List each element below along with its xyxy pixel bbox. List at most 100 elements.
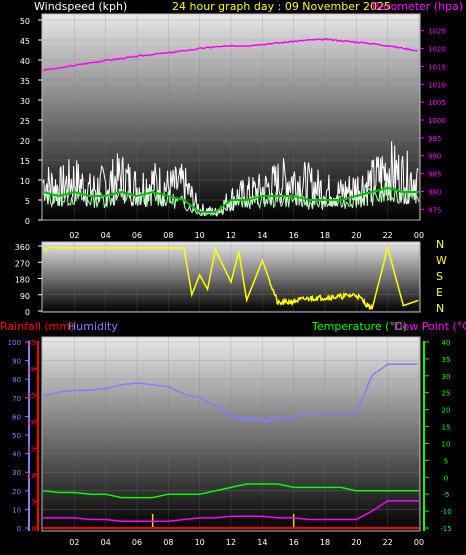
hour-label: 22 (383, 538, 393, 547)
barometer-tick-label: 995 (428, 135, 441, 143)
rainfall-axis-label: Rainfall (mm) (0, 320, 74, 333)
wind-average-line (42, 186, 419, 213)
direction-tick-label: 270 (15, 259, 30, 268)
compass-label: S (436, 270, 443, 283)
humidity-tick-label: 50 (12, 432, 21, 440)
humidity-tick-label: 70 (12, 395, 21, 403)
rainfall-tick-label: 20 (27, 419, 36, 427)
dewpoint-line (43, 500, 419, 522)
windspeed-tick-label: 5 (25, 197, 30, 206)
hour-label: 02 (69, 538, 79, 547)
chart-title: 24 hour graph day : 09 November 2025 (172, 0, 391, 13)
hour-label: 16 (289, 538, 299, 547)
temperature-tick-label: 25 (442, 390, 451, 398)
temp-humidity-plot-area (41, 336, 421, 532)
windspeed-tick-label: 45 (20, 37, 30, 46)
hour-label: 10 (195, 231, 205, 240)
temperature-tick-label: 15 (442, 424, 451, 432)
temperature-tick-label: -10 (440, 508, 451, 516)
compass-label: N (436, 238, 444, 251)
temperature-tick-label: 30 (442, 373, 451, 381)
barometer-tick-label: 980 (428, 188, 441, 196)
humidity-line (42, 363, 418, 424)
hour-label: 18 (320, 231, 330, 240)
temperature-tick-label: 20 (442, 407, 451, 415)
hour-label: 04 (101, 538, 111, 547)
hour-label: 00 (414, 538, 424, 547)
windspeed-tick-label: 40 (20, 57, 30, 66)
rainfall-tick-label: 15 (27, 445, 36, 453)
humidity-tick-label: 10 (12, 506, 21, 514)
windspeed-tick-label: 20 (20, 137, 30, 146)
hour-label: 18 (320, 538, 330, 547)
humidity-tick-label: 60 (12, 413, 21, 421)
hour-labels-bottom: 02 04 06 08 10 12 14 16 18 20 22 00 (69, 538, 424, 547)
humidity-tick-label: 20 (12, 488, 21, 496)
rainfall-tick-label: 25 (27, 392, 36, 400)
wind-direction-plot-area (41, 241, 421, 313)
wind-direction-line (42, 244, 419, 310)
compass-label: N (436, 302, 444, 315)
temperature-tick-label: -15 (440, 525, 451, 533)
rainfall-tick-label: 5 (32, 498, 36, 506)
hour-label: 16 (289, 231, 299, 240)
temperature-axis-label: Temperature (°C) (311, 320, 407, 333)
humidity-tick-label: 40 (12, 451, 21, 459)
barometer-tick-label: 1005 (428, 99, 446, 107)
wind-baro-series (42, 38, 420, 217)
barometer-tick-label: 1010 (428, 81, 446, 89)
temperature-tick-label: 5 (444, 457, 448, 465)
compass-label: W (436, 254, 447, 267)
hour-label: 06 (132, 538, 142, 547)
windspeed-tick-label: 50 (20, 17, 30, 26)
rainfall-tick-label: 0 (32, 525, 36, 533)
hour-label: 10 (195, 538, 205, 547)
humidity-ticks: 0 10 20 30 40 50 60 70 80 90 100 (8, 339, 29, 533)
hour-label: 22 (383, 231, 393, 240)
temperature-tick-label: 40 (442, 339, 451, 347)
windspeed-tick-label: 15 (20, 157, 30, 166)
direction-ticks: 0 90 180 270 360 (15, 243, 42, 317)
barometer-tick-label: 1000 (428, 117, 446, 125)
humidity-tick-label: 100 (8, 339, 21, 347)
hour-label: 08 (163, 231, 173, 240)
hour-label: 00 (414, 231, 424, 240)
rainfall-tick-label: 30 (27, 366, 36, 374)
temperature-tick-label: 10 (442, 440, 451, 448)
barometer-tick-label: 975 (428, 206, 441, 214)
windspeed-tick-label: 25 (20, 117, 30, 126)
hour-label: 02 (69, 231, 79, 240)
hour-label: 20 (351, 538, 361, 547)
humidity-tick-label: 0 (17, 525, 21, 533)
barometer-tick-label: 1015 (428, 63, 446, 71)
humidity-tick-label: 30 (12, 469, 21, 477)
barometer-tick-label: 1025 (428, 28, 446, 36)
hour-label: 12 (226, 231, 236, 240)
hour-label: 08 (163, 538, 173, 547)
windspeed-tick-label: 0 (25, 217, 30, 226)
direction-tick-label: 360 (15, 243, 30, 252)
barometer-tick-label: 985 (428, 171, 441, 179)
windspeed-tick-label: 35 (20, 77, 30, 86)
barometer-tick-label: 990 (428, 153, 441, 161)
rainfall-ticks: 0 5 10 15 20 25 30 35 (27, 339, 38, 533)
direction-tick-label: 180 (15, 276, 30, 285)
direction-tick-label: 0 (25, 308, 30, 317)
temperature-tick-label: 35 (442, 356, 451, 364)
rainfall-tick-label: 10 (27, 472, 36, 480)
temperature-tick-label: 0 (444, 474, 448, 482)
dewpoint-axis-label: Dew Point (°C) (394, 320, 466, 333)
temperature-line (42, 483, 419, 499)
direction-tick-label: 90 (20, 292, 30, 301)
barometer-tick-label: 1020 (428, 46, 446, 54)
hour-label: 12 (226, 538, 236, 547)
wind-direction-series (42, 244, 419, 310)
temp-humidity-series (42, 363, 419, 529)
humidity-tick-label: 80 (12, 376, 21, 384)
windspeed-ticks: 0 5 10 15 20 25 30 35 40 45 50 (20, 17, 42, 226)
hour-label: 20 (351, 231, 361, 240)
windspeed-tick-label: 30 (20, 97, 30, 106)
hour-label: 14 (257, 231, 267, 240)
rainfall-tick-label: 35 (27, 339, 36, 347)
